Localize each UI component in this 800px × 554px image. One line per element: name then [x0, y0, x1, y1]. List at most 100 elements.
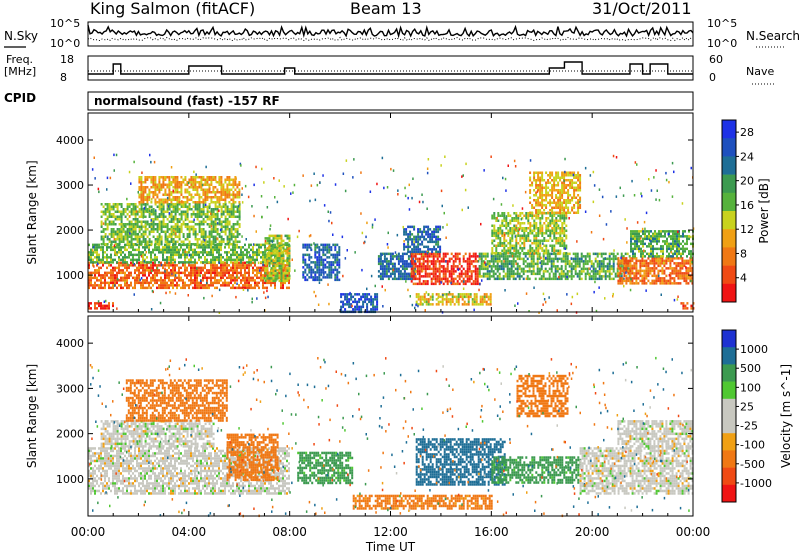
- velocity-colorbar-seg-5: [722, 416, 736, 434]
- power-colorbar-seg-2: [722, 156, 736, 175]
- power-patch-16: [88, 302, 114, 310]
- time-xtick-label-5: 20:00: [575, 525, 610, 539]
- power-patch-13: [529, 171, 582, 214]
- power-patch-17: [680, 302, 695, 310]
- velocity-ytick-label-0: 1000: [56, 473, 84, 486]
- velocity-cbar-label-2: -100: [740, 439, 765, 452]
- power-cbar-label-4: 20: [740, 175, 754, 188]
- power-heatmap-cells: [88, 171, 695, 314]
- time-xtick-label-2: 08:00: [272, 525, 307, 539]
- time-xtick-label-6: 00:00: [676, 525, 711, 539]
- nave-label: Nave: [746, 65, 775, 78]
- power-ytick-label-3: 4000: [56, 134, 84, 147]
- velocity-colorbar-seg-2: [722, 364, 736, 382]
- noise-search-series: [87, 36, 694, 42]
- power-patch-6: [340, 293, 379, 314]
- power-patch-4: [264, 234, 291, 283]
- velocity-patch-5: [352, 494, 493, 510]
- velocity-cbar-label-1: -500: [740, 458, 765, 471]
- power-patch-9: [403, 225, 442, 254]
- velocity-cbar-label-4: 25: [740, 400, 754, 413]
- noise-right-tick-top: 10^5: [707, 17, 738, 30]
- power-cbar-label-5: 24: [740, 150, 754, 163]
- time-xtick-label-4: 16:00: [474, 525, 509, 539]
- power-patch-5: [302, 243, 341, 282]
- power-patch-8: [410, 252, 481, 286]
- power-patch-11: [478, 252, 631, 281]
- cpid-frame: [87, 91, 694, 111]
- velocity-colorbar-seg-9: [722, 484, 736, 503]
- noise-left-tick-top: 10^5: [50, 17, 81, 30]
- beam-title: Beam 13: [350, 0, 422, 18]
- power-cbar-label-0: 4: [740, 272, 747, 285]
- velocity-colorbar-seg-0: [722, 330, 736, 348]
- velocity-cbar-label-0: -1000: [740, 477, 772, 490]
- velocity-colorbar-seg-4: [722, 398, 736, 417]
- power-ytick-label-1: 2000: [56, 224, 84, 237]
- power-colorbar-seg-5: [722, 211, 736, 230]
- velocity-cbar-label-7: 1000: [740, 343, 768, 356]
- power-panel-frame: [87, 112, 694, 313]
- date-title: 31/Oct/2011: [592, 0, 692, 18]
- power-colorbar-title: Power [dB]: [757, 178, 771, 243]
- freq-panel-frame: [87, 55, 694, 81]
- station-title: King Salmon (fitACF): [90, 0, 256, 18]
- power-patch-14: [617, 257, 694, 285]
- time-xlabel: Time UT: [365, 540, 416, 554]
- power-cbar-label-3: 16: [740, 199, 754, 212]
- power-ytick-label-2: 3000: [56, 179, 84, 192]
- power-cbar-label-6: 28: [740, 126, 754, 139]
- power-colorbar-seg-4: [722, 192, 736, 212]
- panel-frames: [87, 21, 739, 517]
- power-patch-0: [88, 261, 290, 290]
- freq-left-tick-bottom: 8: [60, 71, 67, 84]
- velocity-patch-9: [579, 447, 694, 495]
- velocity-patch-8: [516, 374, 569, 418]
- noise-sky-series: [87, 24, 694, 39]
- power-ylabel: Slant Range [km]: [25, 160, 39, 264]
- time-xtick-label-1: 04:00: [172, 525, 207, 539]
- power-colorbar-seg-0: [722, 120, 736, 139]
- power-ytick-label-0: 1000: [56, 269, 84, 282]
- velocity-colorbar-seg-6: [722, 433, 736, 451]
- noise-left-tick-bottom: 10^0: [50, 37, 81, 50]
- velocity-colorbar-seg-3: [722, 381, 736, 400]
- cpid-label: CPID: [4, 91, 37, 105]
- nave-right-tick-top: 60: [709, 53, 723, 66]
- power-patch-15: [630, 230, 694, 258]
- velocity-ytick-label-2: 3000: [56, 382, 84, 395]
- power-patch-7: [377, 252, 416, 281]
- velocity-ytick-label-1: 2000: [56, 428, 84, 441]
- power-cbar-label-1: 8: [740, 247, 747, 260]
- freq-series: [88, 61, 693, 75]
- velocity-colorbar-seg-7: [722, 450, 736, 468]
- power-patch-10: [415, 293, 492, 306]
- velocity-patch-3: [226, 433, 279, 482]
- velocity-patch-0: [88, 447, 290, 495]
- velocity-patch-7: [491, 456, 582, 484]
- freq-left-tick-top: 18: [60, 53, 74, 66]
- noise-panel-frame: [87, 21, 694, 47]
- noise-right-tick-bottom: 10^0: [707, 37, 738, 50]
- power-colorbar-seg-3: [722, 174, 736, 194]
- velocity-ytick-label-3: 4000: [56, 337, 84, 350]
- time-xtick-label-3: 12:00: [373, 525, 408, 539]
- velocity-cbar-label-6: 500: [740, 362, 761, 375]
- velocity-colorbar-seg-8: [722, 467, 736, 486]
- velocity-colorbar-title: Velocity [m s^-1]: [779, 364, 793, 468]
- velocity-patch-10: [617, 420, 694, 448]
- velocity-scatter-cells: [89, 356, 692, 518]
- velocity-cbar-label-5: 100: [740, 381, 761, 394]
- power-colorbar-seg-8: [722, 265, 736, 285]
- velocity-cbar-label-3: -25: [740, 420, 758, 433]
- power-scatter-cells: [91, 153, 695, 314]
- power-colorbar-frame: [721, 119, 737, 303]
- power-colorbar-seg-9: [722, 283, 736, 303]
- noise-sky-label: N.Sky: [4, 29, 39, 43]
- power-patch-12: [491, 212, 568, 255]
- freq-label-line2: [MHz]: [4, 65, 37, 78]
- power-patch-1: [88, 243, 290, 264]
- cpid-value: normalsound (fast) -157 RF: [94, 94, 280, 108]
- power-cbar-label-2: 12: [740, 223, 754, 236]
- power-colorbar-seg-6: [722, 229, 736, 248]
